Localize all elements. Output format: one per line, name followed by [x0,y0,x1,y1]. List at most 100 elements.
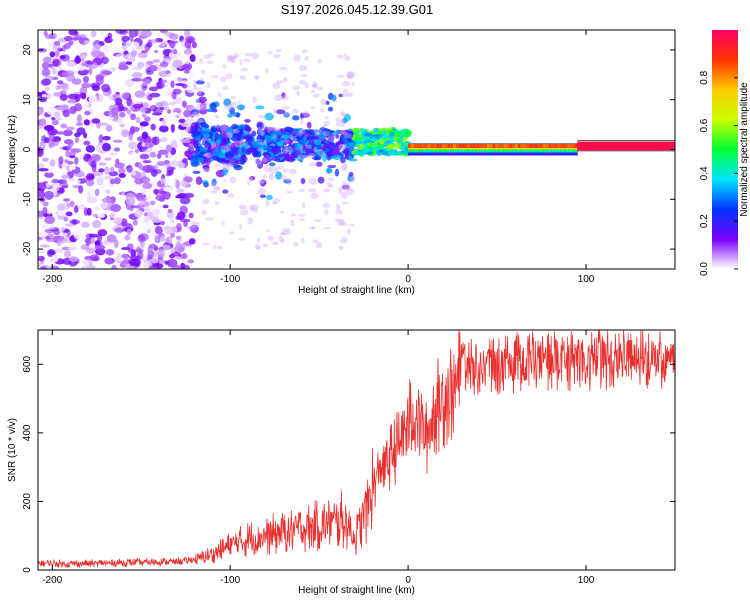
heatmap-cell [195,80,205,85]
heatmap-cell [203,136,209,141]
heatmap-cell [486,144,491,149]
heatmap-cell [253,75,260,79]
heatmap-cell [343,163,348,171]
heatmap-cell [461,144,466,149]
heatmap-cell [170,247,175,253]
heatmap-cell [292,85,301,90]
heatmap-cell [422,144,426,149]
heatmap-cell [275,127,281,132]
heatmap-cell [134,148,139,154]
heatmap-cell [126,108,131,115]
heatmap-cell [201,242,210,246]
heatmap-cell [198,96,207,103]
heatmap-cell [341,118,348,124]
heatmap-cell [226,55,235,63]
heatmap-cell [257,126,263,133]
heatmap-cell [374,134,381,139]
heatmap-cell [141,113,147,118]
heatmap-cell [45,148,54,155]
heatmap-cell [130,50,137,58]
heatmap-cell [245,136,254,143]
heatmap-cell [42,56,52,64]
heatmap-cell [121,129,129,138]
heatmap-cell [307,188,317,193]
heatmap-cell [113,217,123,225]
heatmap-cell [202,198,210,205]
heatmap-cell [165,144,172,153]
heatmap-cell [413,144,418,149]
heatmap-cell [147,64,158,72]
heatmap-cell [303,154,311,158]
heatmap-cell [383,141,390,145]
heatmap-cell [88,233,99,238]
heatmap-cell [238,223,243,230]
heatmap-cell [275,109,286,115]
heatmap-cell [180,180,188,188]
heatmap-cell [221,163,231,172]
heatmap-cell [122,257,129,267]
heatmap-cell [210,125,217,133]
heatmap-cell [166,210,175,219]
heatmap-cell [357,140,364,144]
heatmap-cell [501,144,505,149]
heatmap-cell [298,64,308,71]
heatmap-cell [38,262,42,268]
heatmap-cell [63,249,72,259]
heatmap-cell [196,103,205,111]
heatmap-cell [229,176,236,184]
heatmap-cell [350,141,355,145]
heatmap-cell [73,231,81,240]
heatmap-cell [143,206,151,212]
heatmap-cell [287,182,292,186]
figure-title: S197.2026.045.12.39.G01 [281,2,434,17]
heatmap-cell [143,225,154,231]
heatmap-cell [304,82,309,89]
heatmap-cell [162,204,169,209]
heatmap-cell [282,168,288,173]
heatmap-cell [98,134,104,143]
heatmap-cell [205,129,210,136]
heatmap-cell [300,177,306,185]
colorbar: 0.0 0.2 0.4 0.6 0.8 Normalized spectral ampli… [699,30,750,276]
heatmap-cell [447,144,451,149]
heatmap-cell [472,144,477,149]
heatmap-cell [161,244,171,251]
heatmap-cell [296,154,306,160]
heatmap-cell [247,142,253,146]
heatmap-cell [217,92,223,97]
heatmap-cell [78,185,84,194]
heatmap-cell [84,110,91,116]
heatmap-cell [270,140,275,146]
heatmap-cell [317,58,323,64]
heatmap-cell [327,181,331,187]
heatmap-cell [344,133,353,139]
heatmap-cell [197,87,202,96]
heatmap-cell [202,153,209,157]
heatmap-cell [118,173,126,178]
heatmap-cell [236,113,240,118]
heatmap-cell [147,250,154,258]
heatmap-cell [251,130,257,137]
heatmap-cell [86,207,92,216]
heatmap-cell [249,175,256,181]
heatmap-cell [85,145,95,153]
heatmap-cell [292,137,302,142]
heatmap-cell [283,139,290,144]
heatmap-cell [196,119,205,123]
heatmap-cell [81,265,93,269]
heatmap-cell [304,145,311,153]
heatmap-cell [357,133,363,138]
heatmap-cell [309,162,318,167]
heatmap-cell [219,125,229,131]
heatmap-cell [186,37,194,44]
heatmap-cell [129,258,141,267]
heatmap-cell [184,150,192,157]
heatmap-cell [398,136,404,140]
heatmap-cell [248,204,254,211]
x-tick-label: 0 [405,575,411,586]
heatmap-cell [175,235,182,240]
heatmap-cell [259,129,266,137]
heatmap-cell [163,104,169,111]
heatmap-cell [322,202,330,209]
